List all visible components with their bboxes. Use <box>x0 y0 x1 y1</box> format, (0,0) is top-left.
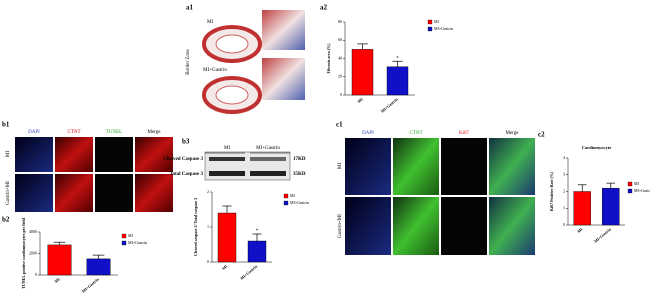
bar <box>217 212 237 263</box>
panel-label: c2 <box>538 131 545 139</box>
legend-swatch <box>627 188 633 194</box>
column-label: CTNT <box>409 131 422 136</box>
y-tick-label: 0 <box>207 259 209 264</box>
x-tick-label: MI+Gastrin <box>239 263 259 281</box>
row-label: MI+Gastrin <box>203 68 227 73</box>
column-label: TUNEL <box>106 130 122 135</box>
panel-label: a1 <box>186 4 194 12</box>
panel-label: b1 <box>2 121 10 129</box>
legend-label: MI <box>434 19 440 24</box>
zone-label: Border Zone <box>186 49 191 75</box>
legend-swatch <box>283 200 289 206</box>
bar <box>86 258 111 276</box>
column-label: Merge <box>506 131 520 136</box>
y-tick-label: 60 <box>338 37 342 42</box>
legend-swatch <box>627 181 633 187</box>
size-label: 35KD <box>293 172 306 177</box>
column-label: CTNT <box>67 130 80 135</box>
y-tick-label: 2 <box>207 189 209 194</box>
panel-label: c1 <box>336 121 343 129</box>
bar <box>247 240 267 263</box>
legend-swatch <box>427 19 433 25</box>
panel-label: b3 <box>182 138 190 146</box>
x-tick-label: MI <box>576 226 584 234</box>
y-tick-label: 3 <box>563 172 565 177</box>
y-tick-label: 4000 <box>29 229 37 234</box>
row-label: Gastrin+MI <box>338 214 343 238</box>
y-axis-label: TUNEL positive cardiomyocytes per field <box>21 217 26 288</box>
band-label: Total Caspase 3 <box>170 172 204 177</box>
row-label: MI <box>338 163 343 169</box>
y-tick-label: 0 <box>35 272 37 277</box>
legend-swatch <box>283 193 289 199</box>
y-axis-label: Ki67 Positive Rate (%) <box>549 171 554 211</box>
ki67-images <box>345 138 535 255</box>
legend-swatch <box>121 233 127 239</box>
y-tick-label: 2000 <box>29 250 37 255</box>
x-tick-label: MI+Gastrin <box>380 96 400 114</box>
y-tick-label: 1 <box>563 205 565 210</box>
row-label: Gastrin+MI <box>6 181 11 205</box>
row-label: MI <box>6 151 11 157</box>
legend-label: MI <box>634 181 640 186</box>
legend-label: MI+Gastrin <box>290 200 309 205</box>
x-tick-label: MI+Gastrin <box>81 276 101 294</box>
legend-label: MI <box>128 233 134 238</box>
legend-swatch <box>121 240 127 246</box>
column-label: DAPI <box>28 130 40 135</box>
size-label: 17KD <box>293 157 306 162</box>
y-tick-label: 80 <box>338 19 342 24</box>
y-tick-label: 0 <box>340 92 342 97</box>
bar <box>47 244 72 276</box>
y-tick-label: 1 <box>207 224 209 229</box>
chart-title: Cardiomyocyte <box>582 145 612 150</box>
y-axis-label: Cleaved caspase 3/ Total caspase 3 <box>193 198 198 256</box>
column-label: DAPI <box>362 131 374 136</box>
lane-label: MI <box>224 146 230 151</box>
x-tick-label: MI+Gastrin <box>593 226 613 244</box>
legend-swatch <box>427 26 433 32</box>
legend-label: MI <box>290 193 296 198</box>
y-tick-label: 20 <box>338 74 342 79</box>
panel-label: b2 <box>2 216 10 224</box>
y-tick-label: 2 <box>563 188 565 193</box>
x-tick-label: MI <box>221 263 229 271</box>
x-tick-label: MI <box>53 276 61 284</box>
legend-label: MI+Gastrin <box>128 240 147 245</box>
bar <box>351 49 374 96</box>
y-tick-label: 4 <box>563 155 565 160</box>
x-tick-label: MI <box>356 96 364 104</box>
western-blot <box>204 151 291 181</box>
bar <box>386 66 409 96</box>
column-label: Merge <box>148 130 162 135</box>
y-tick-label: 0 <box>563 222 565 227</box>
legend-label: MI+Gastrin <box>634 188 650 193</box>
bar <box>602 187 620 226</box>
y-axis-label: Fibrosis area (%) <box>326 43 331 74</box>
y-tick-label: 40 <box>338 55 342 60</box>
annotation: * <box>256 229 259 234</box>
row-label: MI <box>207 20 213 25</box>
tunel-images <box>15 137 173 212</box>
column-label: Ki67 <box>459 131 470 136</box>
legend-label: MI+Gastrin <box>434 26 453 31</box>
panel-label: a2 <box>320 4 328 12</box>
annotation: * <box>396 56 399 61</box>
bar <box>573 191 592 226</box>
lane-label: MI+Gastrin <box>256 146 280 151</box>
heart-images <box>202 10 305 114</box>
band-label: Cleaved Caspase 3 <box>163 157 203 162</box>
